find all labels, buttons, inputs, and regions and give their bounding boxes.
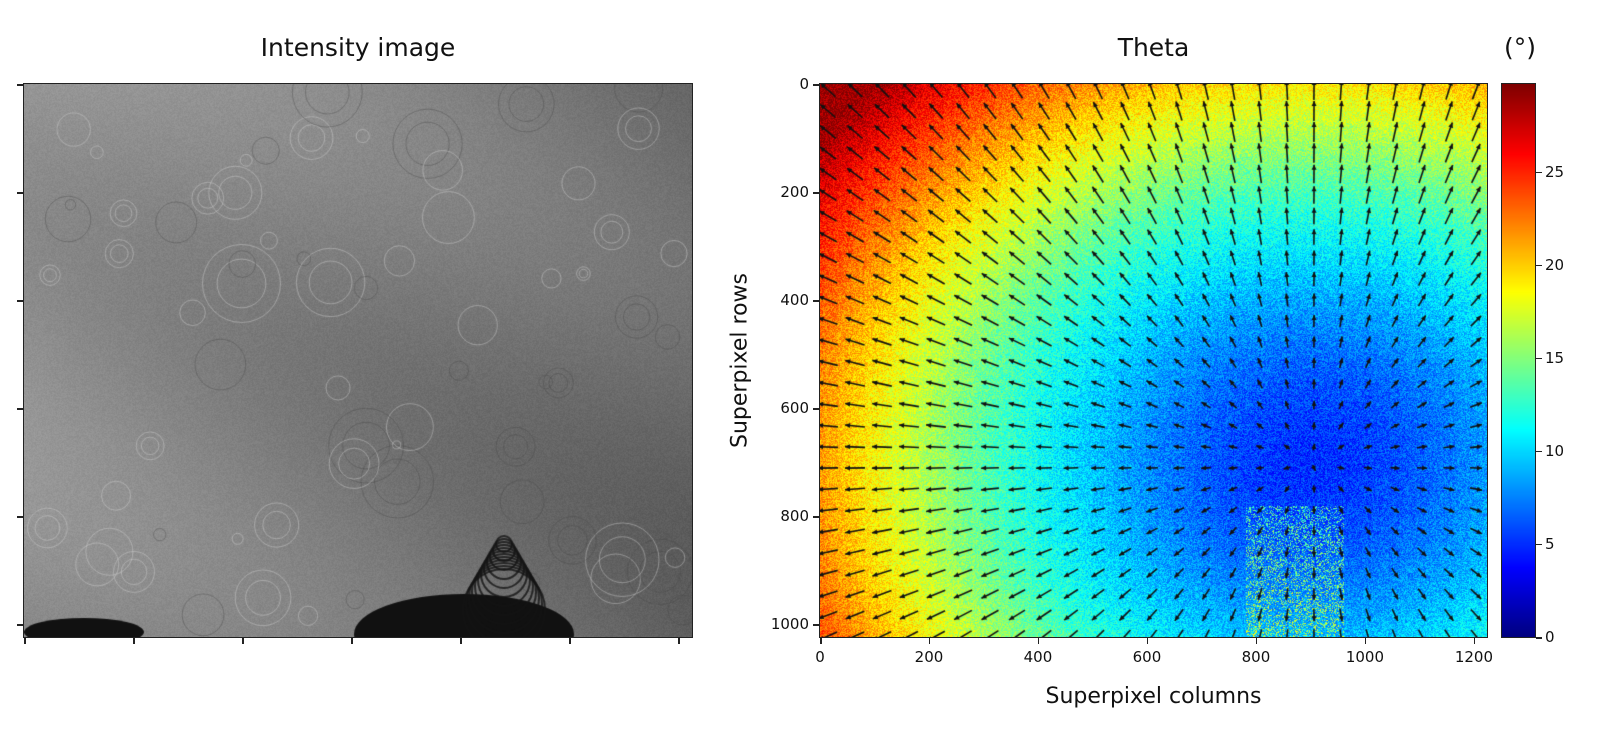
y-tick-mark: [17, 84, 23, 86]
colorbar-tick-label: 20: [1545, 255, 1565, 274]
y-tick-label: 1000: [770, 615, 809, 634]
colorbar-tick-mark: [1536, 264, 1542, 267]
y-tick-label: 600: [780, 399, 809, 418]
y-tick-mark: [17, 624, 23, 626]
colorbar-frame: [1501, 83, 1536, 638]
y-tick-mark: [813, 300, 819, 302]
intensity-image: [24, 84, 692, 637]
x-tick-mark: [820, 638, 822, 644]
y-tick-mark: [813, 192, 819, 194]
x-tick-mark: [1255, 638, 1258, 644]
x-tick-mark: [133, 638, 135, 644]
theta-title: Theta: [1117, 33, 1190, 62]
y-tick-mark: [813, 408, 819, 410]
colorbar-tick-mark: [1536, 637, 1542, 639]
y-tick-mark: [17, 300, 23, 302]
theta-heatmap: [820, 84, 1487, 637]
y-tick-label: 800: [780, 507, 809, 526]
colorbar-tick-label: 25: [1545, 162, 1565, 181]
y-tick-mark: [17, 516, 23, 518]
x-tick-label: 600: [1132, 648, 1162, 666]
colorbar-tick-mark: [1536, 357, 1542, 360]
x-tick-label: 800: [1241, 648, 1271, 666]
colorbar-tick-mark: [1536, 171, 1542, 173]
y-tick-mark: [17, 408, 23, 410]
colorbar-unit-label: (°): [1503, 33, 1536, 62]
y-axis-label: Superpixel rows: [727, 273, 753, 448]
x-tick-mark: [24, 638, 26, 644]
x-tick-mark: [242, 638, 244, 644]
colorbar-tick-mark: [1536, 450, 1542, 453]
x-tick-mark: [1364, 638, 1367, 644]
y-tick-mark: [813, 84, 819, 86]
colorbar-tick-label: 0: [1545, 628, 1555, 646]
y-tick-mark: [813, 516, 819, 518]
x-tick-mark: [1146, 638, 1149, 644]
colorbar-tick-label: 5: [1545, 534, 1555, 553]
x-tick-label: 0: [815, 648, 825, 666]
x-tick-mark: [1473, 638, 1476, 644]
x-tick-label: 1000: [1345, 648, 1385, 666]
colorbar-tick-label: 10: [1545, 441, 1565, 460]
x-tick-mark: [678, 638, 680, 644]
x-tick-label: 400: [1023, 648, 1053, 666]
intensity-axes-frame: [23, 83, 693, 638]
x-tick-label: 200: [914, 648, 944, 666]
x-tick-mark: [1037, 638, 1040, 644]
x-tick-mark: [460, 638, 462, 644]
x-tick-label: 1200: [1454, 648, 1493, 666]
theta-axes-frame: [819, 83, 1488, 638]
x-tick-mark: [351, 638, 353, 644]
colorbar-tick-label: 15: [1545, 348, 1565, 367]
x-axis-label: Superpixel columns: [1045, 684, 1262, 709]
y-tick-mark: [17, 192, 23, 194]
x-tick-mark: [928, 638, 931, 644]
intensity-title: Intensity image: [260, 33, 456, 62]
y-tick-label: 400: [780, 291, 809, 310]
x-tick-mark: [569, 638, 571, 644]
y-tick-mark: [813, 624, 819, 626]
y-tick-label: 0: [799, 75, 809, 93]
y-tick-label: 200: [780, 183, 809, 201]
colorbar: [1502, 84, 1535, 637]
colorbar-tick-mark: [1536, 543, 1542, 546]
